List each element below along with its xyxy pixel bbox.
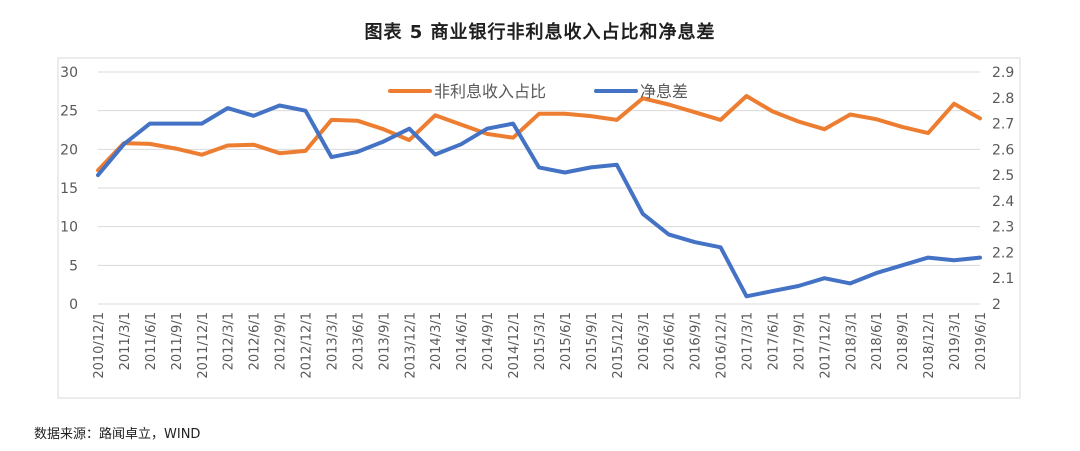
x-tick-label: 2018/12/1 — [922, 312, 937, 379]
x-tick-label: 2012/6/1 — [248, 312, 263, 370]
legend-label: 净息差 — [640, 82, 688, 101]
x-tick-label: 2013/3/1 — [325, 312, 340, 370]
x-tick-label: 2016/12/1 — [715, 312, 730, 379]
x-tick-label: 2014/12/1 — [507, 312, 522, 379]
line-chart: 0 5 10 15 20 25 30 2 2.1 2.2 2.3 2.4 2.5 2.6 2.7 2.8 2.9… — [57, 57, 1021, 399]
y-right-tick-label: 2.1 — [992, 271, 1014, 287]
x-tick-label: 2013/9/1 — [377, 312, 392, 370]
x-tick-label: 2015/6/1 — [559, 312, 574, 370]
x-tick-label: 2015/12/1 — [611, 312, 626, 379]
x-tick-label: 2011/12/1 — [196, 312, 211, 379]
y-left-tick-label: 20 — [60, 142, 78, 158]
x-tick-label: 2016/3/1 — [637, 312, 652, 370]
x-tick-label: 2018/3/1 — [844, 312, 859, 370]
x-tick-label: 2018/6/1 — [870, 312, 885, 370]
y-right-tick-label: 2.4 — [992, 194, 1014, 210]
legend-label: 非利息收入占比 — [434, 82, 546, 101]
x-tick-label: 2017/3/1 — [741, 312, 756, 370]
x-tick-label: 2018/9/1 — [896, 312, 911, 370]
x-tick-label: 2013/6/1 — [351, 312, 366, 370]
x-tick-label: 2019/6/1 — [974, 312, 989, 370]
x-tick-label: 2014/3/1 — [429, 312, 444, 370]
x-tick-label: 2014/6/1 — [455, 312, 470, 370]
y-left-tick-label: 25 — [60, 104, 78, 120]
y-left-tick-label: 5 — [69, 258, 78, 274]
x-tick-label: 2011/3/1 — [118, 312, 133, 370]
chart-title: 图表 5 商业银行非利息收入占比和净息差 — [364, 22, 716, 43]
x-tick-label: 2016/6/1 — [663, 312, 678, 370]
x-tick-label: 2012/12/1 — [300, 312, 315, 379]
x-tick-label: 2013/12/1 — [403, 312, 418, 379]
x-tick-label: 2010/12/1 — [92, 312, 107, 379]
chart-frame — [57, 57, 1021, 399]
x-tick-label: 2015/9/1 — [585, 312, 600, 370]
chart-area: 0 5 10 15 20 25 30 2 2.1 2.2 2.3 2.4 2.5 2.6 2.7 2.8 2.9… — [0, 50, 1080, 420]
series-line-net-interest-margin — [96, 103, 982, 299]
y-left-tick-label: 30 — [60, 65, 78, 81]
y-right-tick-label: 2 — [992, 297, 1001, 313]
x-tick-label: 2016/9/1 — [689, 312, 704, 370]
x-tick-label: 2017/12/1 — [818, 312, 833, 379]
y-right-tick-label: 2.2 — [992, 245, 1014, 261]
y-right-tick-label: 2.3 — [992, 220, 1014, 236]
x-tick-label: 2011/6/1 — [144, 312, 159, 370]
x-tick-label: 2011/9/1 — [170, 312, 185, 370]
y-left-tick-label: 15 — [60, 181, 78, 197]
series-line-non-interest-income-ratio — [96, 94, 982, 173]
x-tick-label: 2017/6/1 — [766, 312, 781, 370]
y-left-tick-label: 10 — [60, 220, 78, 236]
y-left-tick-label: 0 — [69, 297, 78, 313]
x-tick-label: 2012/9/1 — [274, 312, 289, 370]
x-tick-label: 2019/3/1 — [948, 312, 963, 370]
y-right-tick-label: 2.8 — [992, 91, 1014, 107]
x-tick-label: 2015/3/1 — [533, 312, 548, 370]
y-right-tick-label: 2.7 — [992, 117, 1014, 133]
y-right-tick-label: 2.6 — [992, 142, 1014, 158]
y-right-tick-label: 2.9 — [992, 65, 1014, 81]
x-tick-label: 2017/9/1 — [792, 312, 807, 370]
x-tick-label: 2012/3/1 — [222, 312, 237, 370]
data-source-note: 数据来源：路闻卓立，WIND — [34, 427, 201, 442]
y-right-tick-label: 2.5 — [992, 168, 1014, 184]
x-tick-label: 2014/9/1 — [481, 312, 496, 370]
